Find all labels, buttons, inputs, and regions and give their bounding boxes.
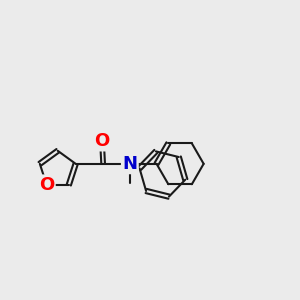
Text: O: O <box>94 132 110 150</box>
Text: N: N <box>122 155 137 173</box>
Text: O: O <box>39 176 54 194</box>
